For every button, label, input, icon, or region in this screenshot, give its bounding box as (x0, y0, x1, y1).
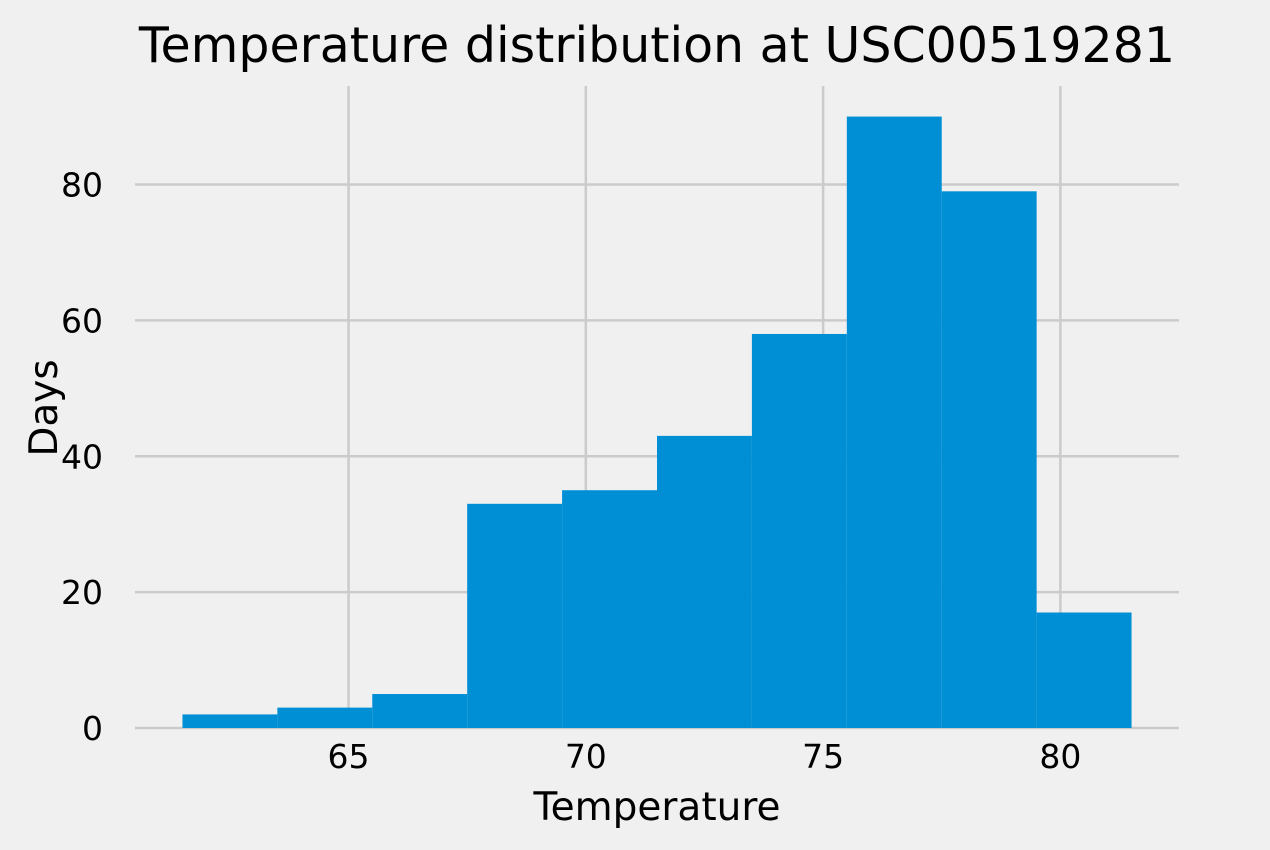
y-axis-label: Days (22, 359, 67, 456)
x-tick-label: 80 (1039, 737, 1081, 776)
x-tick-label: 65 (328, 737, 370, 776)
y-tick-label: 20 (61, 573, 103, 612)
histogram-bar (846, 116, 942, 729)
y-tick-label: 60 (61, 301, 103, 340)
bars-layer (182, 116, 1132, 729)
histogram-bar (562, 490, 657, 728)
histogram-bar (182, 714, 278, 728)
chart-title: Temperature distribution at USC00519281 (138, 17, 1175, 74)
histogram-bar (277, 707, 373, 728)
x-tick-label: 70 (565, 737, 607, 776)
histogram-bar (941, 191, 1037, 729)
histogram-bar (657, 435, 752, 728)
histogram-bar (751, 333, 847, 728)
ticks-layer: 65 70 75 80 0 20 40 60 80 (61, 166, 1081, 776)
histogram-bar (467, 503, 563, 728)
y-tick-label: 80 (61, 166, 103, 205)
x-tick-label: 75 (802, 737, 844, 776)
y-tick-label: 40 (61, 437, 103, 476)
y-tick-label: 0 (82, 709, 103, 748)
histogram-bar (1036, 612, 1132, 728)
histogram-bar (372, 694, 468, 728)
x-axis-label: Temperature (532, 785, 780, 830)
